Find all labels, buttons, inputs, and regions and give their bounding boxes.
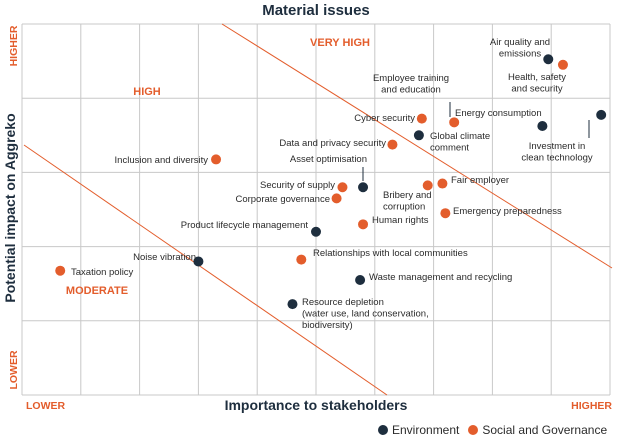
point-corporate-governance [331,193,342,204]
label-noise-vibration: Noise vibration [133,252,196,263]
label-waste-management-and-recycling: Waste management and recycling [369,272,512,283]
x-axis-label: Importance to stakeholders [225,397,408,413]
zone-label-high: HIGH [133,86,161,98]
point-resource-depletion-water-use-land-conservation-biodiversity [287,299,298,310]
point-cyber-security [416,113,427,124]
legend-label-social-governance: Social and Governance [482,423,608,437]
label-bribery-and-corruption: Bribery and corruption [383,190,432,213]
chart-title: Material issues [262,2,370,19]
point-product-lifecycle-management [311,226,321,237]
point-taxation-policy [55,265,66,276]
label-asset-optimisation: Asset optimisation [290,154,367,165]
point-data-and-privacy-security [387,139,398,150]
point-relationships-with-local-communities [296,254,307,265]
data-points [55,54,607,310]
label-resource-depletion-water-use-land-conservation-biodiversity: Resource depletion (water use, land conse… [302,297,429,331]
grid [21,23,611,396]
label-leaders [362,102,590,181]
x-high-label: HIGHER [571,400,612,412]
point-asset-optimisation [358,182,369,193]
label-taxation-policy: Taxation policy [71,267,134,278]
point-energy-consumption [537,121,548,132]
point-waste-management-and-recycling [355,274,366,285]
label-inclusion-and-diversity: Inclusion and diversity [115,155,209,166]
point-health-safety-and-security [557,59,568,70]
x-low-label: LOWER [26,400,65,412]
legend-item-social-governance: Social and Governance [468,423,607,437]
label-emergency-preparedness: Emergency preparedness [453,206,562,217]
label-energy-consumption: Energy consumption [455,108,542,119]
zone-boundary-very-high [221,23,613,269]
point-human-rights [358,219,369,230]
label-investment-in-clean-technology: Investment in clean technology [521,141,593,164]
point-bribery-and-corruption [422,180,433,191]
zone-label-very-high: VERY HIGH [310,37,370,49]
point-labels: Air quality and emissions Investment in cle… [71,37,593,331]
legend-item-environment: Environment [378,423,459,437]
y-low-label: LOWER [8,350,20,389]
point-emergency-preparedness [440,208,451,219]
zone-label-moderate: MODERATE [66,285,128,297]
point-noise-vibration [193,256,204,267]
point-air-quality-and-emissions [543,54,554,65]
label-fair-employer: Fair employer [451,175,509,186]
label-relationships-with-local-communities: Relationships with local communities [313,248,468,259]
label-corporate-governance: Corporate governance [235,194,330,205]
point-inclusion-and-diversity [211,154,222,165]
label-air-quality-and-emissions: Air quality and emissions [490,37,550,60]
legend-swatch-environment [378,425,388,435]
label-human-rights: Human rights [372,215,429,226]
point-employee-training-and-education [449,117,460,128]
point-fair-employer [437,178,448,189]
zone-lines [23,23,613,396]
label-global-climate-comment: Global climate comment [430,131,490,154]
label-health-safety-and-security: Health, safety and security [508,72,566,95]
zone-boundary-moderate [23,144,388,396]
point-investment-in-clean-technology [596,109,607,120]
label-security-of-supply: Security of supply [260,180,335,191]
y-axis-label: Potential impact on Aggreko [2,113,18,302]
point-security-of-supply [337,182,348,193]
y-high-label: HIGHER [8,25,20,66]
label-data-and-privacy-security: Data and privacy security [279,138,386,149]
label-cyber-security: Cyber security [354,113,415,124]
legend: Environment Social and Governance [378,423,616,437]
legend-label-environment: Environment [392,423,460,437]
label-employee-training-and-education: Employee training and education [373,73,449,96]
point-global-climate-comment [413,130,424,141]
label-product-lifecycle-management: Product lifecycle management [181,220,309,231]
legend-swatch-social-governance [468,425,479,435]
